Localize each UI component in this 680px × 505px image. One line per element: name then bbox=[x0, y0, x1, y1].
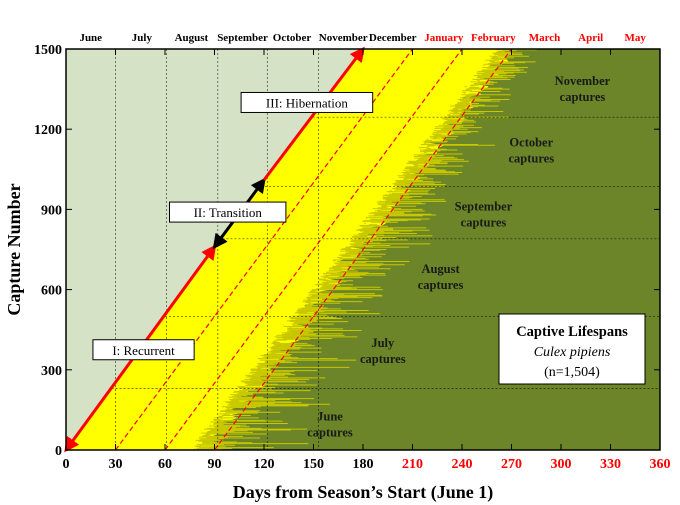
capture-month-label: July bbox=[371, 336, 395, 350]
top-month-label: January bbox=[424, 32, 464, 44]
x-axis-title: Days from Season’s Start (June 1) bbox=[233, 482, 494, 503]
x-tick-label: 60 bbox=[158, 457, 172, 472]
top-month-label: July bbox=[132, 32, 153, 44]
capture-month-label: captures bbox=[461, 215, 507, 229]
y-tick-label: 0 bbox=[55, 444, 62, 459]
capture-month-label: captures bbox=[360, 352, 406, 366]
top-month-label: June bbox=[79, 32, 102, 44]
x-tick-label: 210 bbox=[402, 457, 423, 472]
capture-month-label: captures bbox=[508, 151, 554, 165]
info-box-species: Culex pipiens bbox=[534, 345, 611, 360]
top-month-label: October bbox=[273, 32, 312, 44]
x-tick-label: 300 bbox=[551, 457, 572, 472]
x-tick-label: 120 bbox=[254, 457, 275, 472]
capture-month-label: captures bbox=[307, 425, 353, 439]
top-month-label: November bbox=[319, 32, 368, 44]
y-tick-label: 600 bbox=[41, 284, 62, 299]
top-month-label: February bbox=[471, 32, 516, 44]
phase-label-box bbox=[92, 339, 195, 361]
capture-month-label: June bbox=[317, 409, 343, 423]
phase-label-box bbox=[169, 201, 287, 223]
y-tick-label: 1500 bbox=[34, 43, 62, 58]
chart-overlay: I: Recurrent II: Transition III: Hibernati… bbox=[64, 46, 646, 453]
x-tick-label: 360 bbox=[650, 457, 671, 472]
x-tick-label: 150 bbox=[303, 457, 324, 472]
top-month-label: December bbox=[369, 32, 417, 44]
y-tick-label: 1200 bbox=[34, 123, 62, 138]
top-month-label: April bbox=[578, 32, 603, 44]
x-tick-label: 30 bbox=[109, 457, 123, 472]
capture-month-label: October bbox=[509, 135, 553, 149]
top-month-label: March bbox=[529, 32, 561, 44]
x-tick-label: 90 bbox=[208, 457, 222, 472]
info-box-title: Captive Lifespans bbox=[516, 324, 628, 340]
lifespan-lines bbox=[193, 49, 537, 450]
top-month-label: May bbox=[625, 32, 647, 44]
x-tick-label: 330 bbox=[600, 457, 621, 472]
phase-label: I: Recurrent bbox=[112, 343, 175, 358]
x-tick-label: 0 bbox=[63, 457, 70, 472]
capture-month-label: captures bbox=[418, 278, 464, 292]
x-tick-label: 270 bbox=[501, 457, 522, 472]
capture-month-label: November bbox=[555, 74, 611, 88]
dashed-offset-line bbox=[214, 49, 512, 450]
chart-axes: 0 30 60 90 120 150 180 210 240 270 300 330 360 0 300 60… bbox=[4, 32, 671, 503]
y-tick-label: 300 bbox=[41, 364, 62, 379]
x-tick-label: 240 bbox=[452, 457, 473, 472]
y-axis-title: Capture Number bbox=[4, 183, 24, 315]
phase-label: II: Transition bbox=[194, 205, 263, 220]
y-tick-label: 900 bbox=[41, 203, 62, 218]
hibernation-arrow bbox=[262, 46, 365, 181]
capture-month-label: September bbox=[455, 199, 513, 213]
capture-month-label: captures bbox=[560, 90, 606, 104]
info-box-count: (n=1,504) bbox=[544, 365, 600, 380]
top-month-label: September bbox=[217, 32, 268, 44]
phase-label-box bbox=[240, 91, 374, 113]
phase-label: III: Hibernation bbox=[266, 95, 348, 110]
capture-month-label: August bbox=[421, 262, 460, 276]
top-month-label: August bbox=[175, 32, 209, 44]
info-box bbox=[498, 313, 646, 385]
x-tick-label: 180 bbox=[353, 457, 374, 472]
